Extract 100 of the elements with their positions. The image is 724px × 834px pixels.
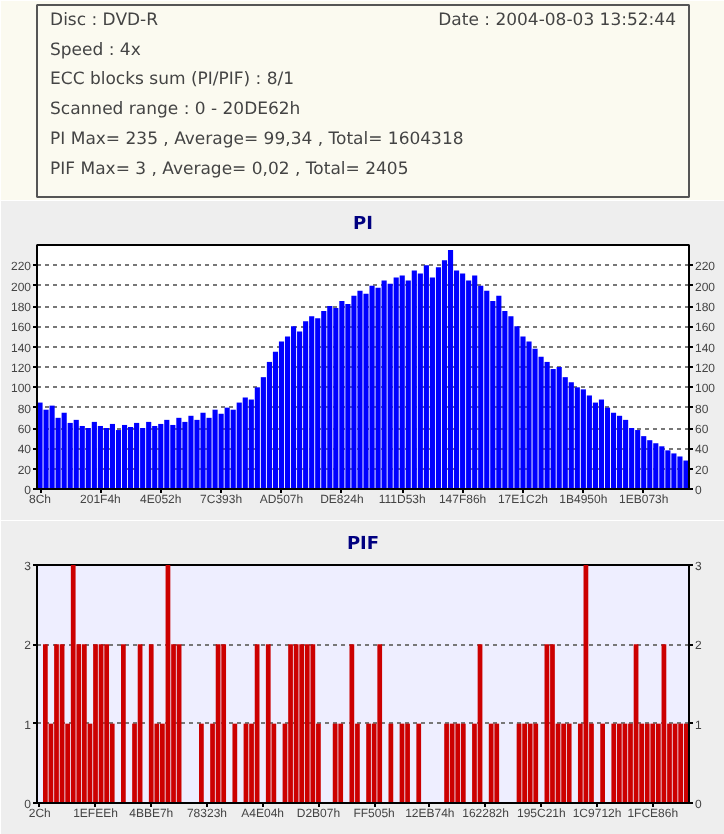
bar [332,723,338,803]
bar [561,723,566,803]
bar [604,407,611,489]
bar [121,424,128,489]
bar [61,412,67,489]
bar [182,421,188,489]
bar [315,318,321,489]
bar [148,644,154,803]
bar [310,644,316,803]
bar [309,316,315,489]
bar [212,409,218,489]
bar [349,644,355,803]
bar [393,277,399,489]
bar [416,723,422,803]
bar [321,311,327,489]
bar [345,303,351,489]
bar [466,280,472,489]
bar [43,409,49,489]
bar [460,723,466,803]
bar [176,417,182,489]
bar [533,723,539,803]
bar [339,300,345,489]
bar [671,453,677,489]
bar [333,308,339,489]
bar [170,424,176,489]
bar [574,387,580,489]
chart-title: PI [353,215,373,235]
bar [488,723,494,803]
bar [85,428,91,489]
bar [91,421,97,489]
bar [538,356,544,489]
bar [303,321,309,489]
bar [460,273,466,489]
bar [366,723,371,803]
bar [616,723,622,803]
bar [659,446,665,489]
bar [683,460,689,489]
bar [134,422,140,489]
bar [200,412,206,489]
bar [598,399,605,489]
bar [82,644,87,803]
bar [357,290,363,489]
bar [97,425,103,489]
bar [194,419,200,489]
chart-title: PIF [346,535,380,555]
bar [678,723,684,803]
bar [435,267,442,489]
bar [369,285,375,489]
text: Speed : 4x [50,40,141,61]
bar [586,395,592,489]
bar [221,644,227,803]
bar [146,421,152,489]
bar [556,367,562,489]
bar [121,644,126,803]
bar [527,723,533,803]
bar [291,326,297,489]
bar [236,402,242,489]
bar [152,425,158,489]
bar [647,440,653,489]
bar [338,723,344,803]
bar [278,341,285,489]
bar [164,419,170,489]
bar [242,397,248,489]
text: Date : 2004-08-03 13:52:44 [438,10,676,31]
bar [472,275,478,489]
bar [109,423,116,489]
bar [641,436,647,489]
bar [496,295,502,489]
bar [494,723,500,803]
bar [230,409,236,489]
bar [199,723,204,803]
bar [653,443,659,489]
bar [128,426,134,489]
bar [73,419,79,489]
bar [411,270,417,489]
bar [327,306,333,489]
bar [610,412,617,489]
bar [363,293,369,489]
bar [218,413,224,489]
bar [444,723,449,803]
bar [417,273,423,489]
bar [304,644,310,803]
bar [592,402,598,489]
bar [70,565,76,803]
bar [104,644,110,803]
bar [550,644,555,803]
bar [568,382,574,489]
bar [103,428,109,489]
text: ECC blocks sum (PI/PIF) : 8/1 [50,70,295,91]
text: PIF Max= 3 , Average= 0,02 , Total= 2405 [50,159,409,180]
bar [532,348,538,489]
text: Disc : DVD-R [50,10,159,31]
bar [611,723,617,803]
bar [115,430,122,489]
bar [232,723,238,803]
bar [449,723,455,803]
bar [405,723,410,803]
text: PI Max= 235 , Average= 99,34 , Total= 1604318 [50,129,464,150]
bar [42,644,48,803]
bar [387,283,393,489]
